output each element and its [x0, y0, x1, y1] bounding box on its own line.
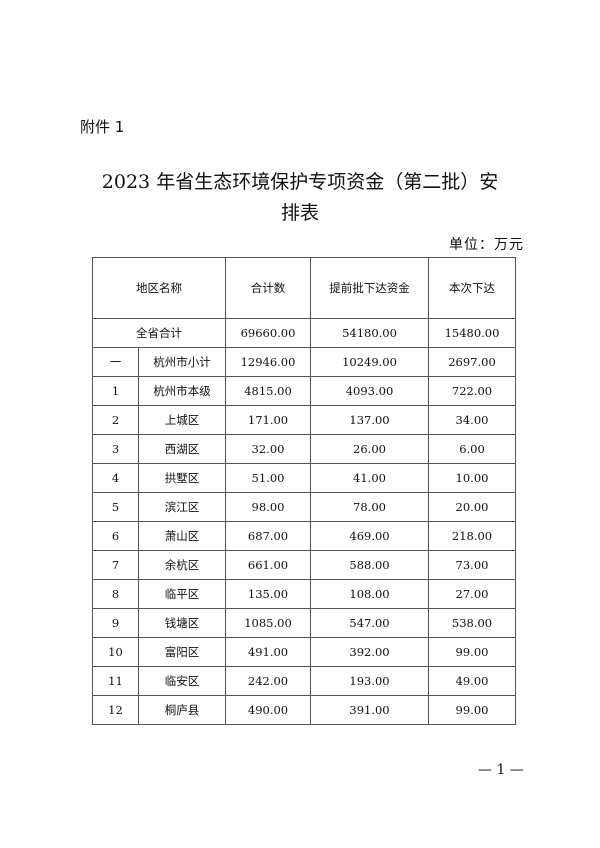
cell-name: 临安区 [138, 666, 226, 696]
cell-sum: 242.00 [225, 666, 311, 696]
cell-advance: 469.00 [310, 521, 429, 551]
total-name: 全省合计 [92, 318, 226, 348]
cell-advance: 193.00 [310, 666, 429, 696]
cell-advance: 4093.00 [310, 376, 429, 406]
cell-sum: 4815.00 [225, 376, 311, 406]
cell-advance: 26.00 [310, 434, 429, 464]
table-row: 6 萧山区 687.00 469.00 218.00 [92, 521, 516, 551]
cell-advance: 588.00 [310, 550, 429, 580]
total-row: 全省合计 69660.00 54180.00 15480.00 [92, 318, 516, 348]
cell-no: 11 [92, 666, 139, 696]
cell-current: 99.00 [428, 695, 516, 725]
title-line-1: 2023 年省生态环境保护专项资金（第二批）安 [101, 171, 499, 193]
cell-advance: 547.00 [310, 608, 429, 638]
cell-no: 12 [92, 695, 139, 725]
cell-sum: 1085.00 [225, 608, 311, 638]
cell-name: 西湖区 [138, 434, 226, 464]
cell-current: 34.00 [428, 405, 516, 435]
table-row: 5 滨江区 98.00 78.00 20.00 [92, 492, 516, 522]
table-row: 10 富阳区 491.00 392.00 99.00 [92, 637, 516, 667]
cell-current: 49.00 [428, 666, 516, 696]
cell-sum: 32.00 [225, 434, 311, 464]
cell-no: 一 [92, 347, 139, 377]
cell-no: 1 [92, 376, 139, 406]
header-advance: 提前批下达资金 [310, 257, 429, 319]
total-advance: 54180.00 [310, 318, 429, 348]
cell-name: 桐庐县 [138, 695, 226, 725]
cell-current: 73.00 [428, 550, 516, 580]
cell-no: 6 [92, 521, 139, 551]
cell-no: 7 [92, 550, 139, 580]
cell-sum: 51.00 [225, 463, 311, 493]
cell-advance: 108.00 [310, 579, 429, 609]
page-number: — 1 — [478, 762, 524, 778]
table-row: 9 钱塘区 1085.00 547.00 538.00 [92, 608, 516, 638]
cell-no: 5 [92, 492, 139, 522]
cell-current: 2697.00 [428, 347, 516, 377]
cell-name: 萧山区 [138, 521, 226, 551]
funding-table: 地区名称 合计数 提前批下达资金 本次下达 全省合计 69660.00 5418… [92, 257, 516, 725]
cell-current: 27.00 [428, 579, 516, 609]
cell-name: 钱塘区 [138, 608, 226, 638]
table-row: 12 桐庐县 490.00 391.00 99.00 [92, 695, 516, 725]
cell-advance: 10249.00 [310, 347, 429, 377]
title-line-2: 排表 [280, 202, 319, 224]
cell-sum: 687.00 [225, 521, 311, 551]
cell-sum: 661.00 [225, 550, 311, 580]
cell-name: 杭州市本级 [138, 376, 226, 406]
cell-sum: 135.00 [225, 579, 311, 609]
attachment-label: 附件 1 [80, 118, 125, 136]
table-row: 1 杭州市本级 4815.00 4093.00 722.00 [92, 376, 516, 406]
cell-sum: 98.00 [225, 492, 311, 522]
table-row: 2 上城区 171.00 137.00 34.00 [92, 405, 516, 435]
cell-advance: 137.00 [310, 405, 429, 435]
unit-label: 单位：万元 [449, 237, 524, 253]
cell-no: 3 [92, 434, 139, 464]
cell-name: 余杭区 [138, 550, 226, 580]
cell-current: 10.00 [428, 463, 516, 493]
cell-name: 临平区 [138, 579, 226, 609]
cell-name: 滨江区 [138, 492, 226, 522]
table-row: 3 西湖区 32.00 26.00 6.00 [92, 434, 516, 464]
table-row: 4 拱墅区 51.00 41.00 10.00 [92, 463, 516, 493]
cell-advance: 78.00 [310, 492, 429, 522]
cell-name: 拱墅区 [138, 463, 226, 493]
cell-advance: 392.00 [310, 637, 429, 667]
cell-advance: 41.00 [310, 463, 429, 493]
cell-name: 富阳区 [138, 637, 226, 667]
cell-no: 8 [92, 579, 139, 609]
table-row: 一杭州市小计 12946.00 10249.00 2697.00 [92, 347, 516, 377]
header-sum: 合计数 [225, 257, 311, 319]
cell-sum: 12946.00 [225, 347, 311, 377]
cell-name: 杭州市小计 [138, 347, 226, 377]
cell-no: 2 [92, 405, 139, 435]
cell-sum: 171.00 [225, 405, 311, 435]
total-sum: 69660.00 [225, 318, 311, 348]
table-row: 8 临平区 135.00 108.00 27.00 [92, 579, 516, 609]
cell-current: 99.00 [428, 637, 516, 667]
cell-sum: 491.00 [225, 637, 311, 667]
cell-no: 9 [92, 608, 139, 638]
cell-current: 722.00 [428, 376, 516, 406]
cell-advance: 391.00 [310, 695, 429, 725]
cell-current: 6.00 [428, 434, 516, 464]
cell-sum: 490.00 [225, 695, 311, 725]
total-current: 15480.00 [428, 318, 516, 348]
cell-current: 20.00 [428, 492, 516, 522]
cell-no: 4 [92, 463, 139, 493]
header-current: 本次下达 [428, 257, 516, 319]
table-row: 7 余杭区 661.00 588.00 73.00 [92, 550, 516, 580]
cell-current: 218.00 [428, 521, 516, 551]
cell-current: 538.00 [428, 608, 516, 638]
header-region: 地区名称 [92, 257, 226, 319]
cell-no: 10 [92, 637, 139, 667]
cell-name: 上城区 [138, 405, 226, 435]
table-row: 11 临安区 242.00 193.00 49.00 [92, 666, 516, 696]
